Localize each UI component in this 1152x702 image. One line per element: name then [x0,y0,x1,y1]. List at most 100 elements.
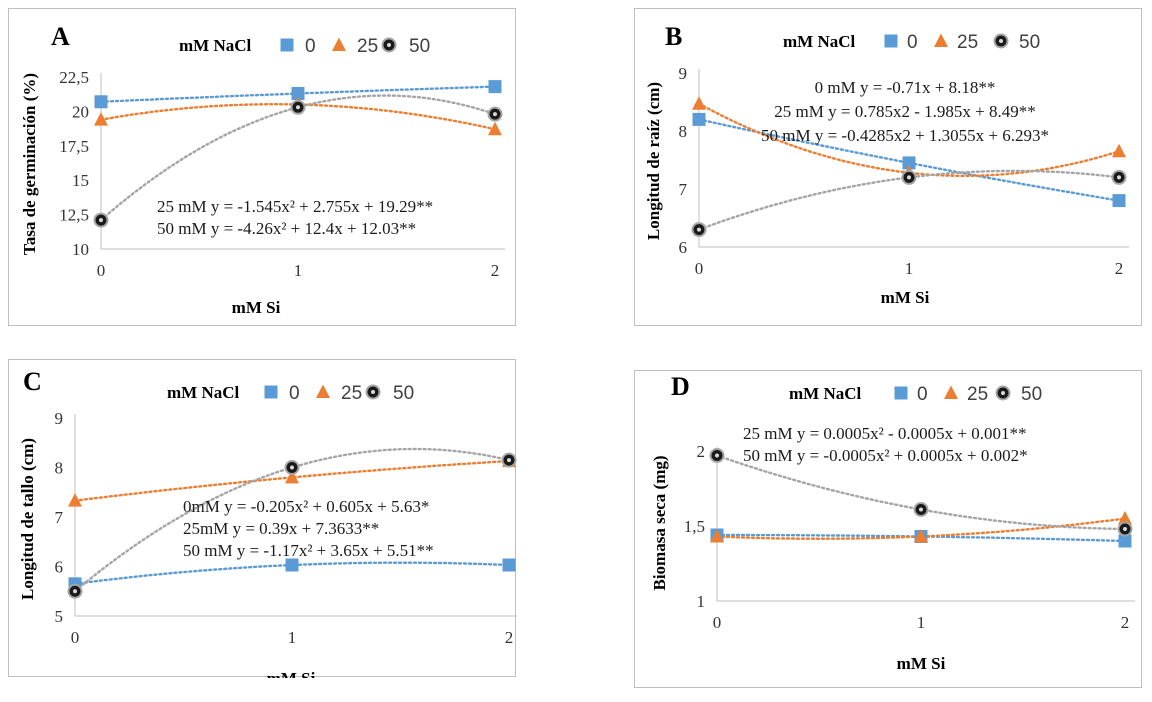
x-tick-label-d: 2 [1121,613,1130,632]
y-axis-label-d: Biomasa seca (mg) [650,455,669,590]
data-point-c-s1-1 [285,469,299,484]
data-point-d-s2-1-center [919,507,923,512]
data-point-a-s0-2 [488,80,502,94]
legend-marker-d-0 [894,386,908,400]
legend-marker-d-2-center [1001,391,1005,395]
x-tick-label-b: 1 [905,259,914,278]
x-tick-label-d: 0 [713,613,722,632]
legend-title-c: mM NaCl [167,383,240,402]
equation-a-1: 50 mM y = -4.26x² + 12.4x + 12.03** [157,219,416,238]
x-tick-label-c: 2 [505,628,514,647]
y-tick-label-b: 8 [679,122,688,141]
data-point-c-s2-1-center [290,465,294,470]
legend-marker-a-0 [280,38,294,52]
data-point-d-s2-0-center [715,453,719,458]
legend-marker-c-0 [264,385,278,399]
legend-marker-a-2-center [387,43,391,47]
legend-label-c-1: 25 [341,383,362,404]
equation-b-1: 25 mM y = 0.785x2 - 1.985x + 8.49** [774,102,1035,121]
x-tick-label-a: 1 [294,261,303,280]
legend-label-d-0: 0 [917,384,928,405]
y-axis-label-a: Tasa de germinación (%) [20,73,39,255]
data-point-d-s1-1 [914,529,928,543]
data-point-b-s2-0-center [697,227,701,232]
equation-c-2: 50 mM y = -1.17x² + 3.65x + 5.51** [183,541,434,560]
x-tick-label-a: 2 [491,261,500,280]
legend-label-d-1: 25 [967,384,988,405]
x-axis-label-b: mM Si [881,288,930,307]
data-point-d-s0-2 [1118,534,1132,548]
x-tick-label-b: 2 [1115,259,1124,278]
data-point-b-s2-2-center [1117,175,1121,180]
x-axis-label-c: mM Si [267,669,316,678]
panel-letter-b: B [665,22,682,51]
equation-b-2: 50 mM y = -0.4285x2 + 1.3055x + 6.293* [761,126,1049,145]
y-tick-label-a: 20 [72,102,89,121]
y-axis-label-c: Longitud de tallo (cm) [18,438,37,600]
data-point-b-s0-0 [692,112,706,126]
legend-title-b: mM NaCl [783,32,856,51]
data-point-d-s1-0 [710,529,724,543]
trendline-d-2 [715,454,1127,531]
y-tick-label-d: 2 [697,442,706,461]
panel-letter-d: D [671,372,690,401]
data-point-b-s1-2 [1112,143,1126,158]
y-tick-label-a: 15 [72,171,89,190]
y-tick-label-a: 17,5 [59,137,89,156]
y-tick-label-c: 6 [55,558,64,577]
y-tick-label-d: 1,5 [684,517,705,536]
legend-label-d-2: 50 [1021,384,1042,405]
legend-marker-d-1 [944,385,958,399]
legend-label-c-2: 50 [393,383,414,404]
equation-b-0: 0 mM y = -0.71x + 8.18** [815,78,996,97]
x-tick-label-b: 0 [695,259,704,278]
equation-d-1: 50 mM y = -0.0005x² + 0.0005x + 0.002* [743,446,1028,465]
legend-marker-b-1 [934,33,948,47]
data-point-a-s2-1-center [296,105,300,110]
x-tick-label-a: 0 [97,261,106,280]
data-point-d-s1-2 [1118,511,1132,525]
y-tick-label-b: 9 [679,64,688,83]
data-point-d-s2-2-center [1123,527,1127,531]
legend-label-b-1: 25 [957,32,978,53]
equation-a-0: 25 mM y = -1.545x² + 2.755x + 19.29** [157,197,433,216]
data-point-a-s0-1 [291,87,305,101]
y-tick-label-c: 7 [55,508,64,527]
legend-marker-b-2-center [999,39,1003,43]
data-point-c-s2-2-center [507,458,511,463]
y-tick-label-c: 8 [55,459,64,478]
x-tick-label-c: 0 [71,628,80,647]
y-tick-label-b: 7 [679,180,688,199]
data-point-b-s2-1-center [907,175,911,180]
data-point-b-s1-0 [692,96,706,110]
equation-d-0: 25 mM y = 0.0005x² - 0.0005x + 0.001** [743,424,1027,443]
equation-c-0: 0mM y = -0.205x² + 0.605x + 5.63* [183,497,429,516]
legend-title-a: mM NaCl [179,36,252,55]
chart-panel-c: CmM NaCl 0 25 50 5 6 7 8 9 0 1 2 mM Si Longitud de ta… [8,359,517,678]
data-point-a-s1-0 [94,112,108,126]
legend-marker-b-0 [884,34,898,48]
y-axis-label-b: Longitud de raíz (cm) [644,82,663,240]
panel-letter-a: A [51,22,70,51]
legend-label-a-0: 0 [305,36,316,57]
legend-label-a-2: 50 [409,36,430,57]
trendline-c-1 [73,459,511,502]
data-point-c-s0-2 [502,558,516,572]
legend-label-a-1: 25 [357,36,378,57]
data-point-a-s2-2-center [493,112,497,117]
legend-marker-c-1 [316,384,330,398]
chart-c-svg: CmM NaCl 0 25 50 5 6 7 8 9 0 1 2 mM Si Longitud de ta… [18,367,517,678]
data-point-c-s2-0-center [73,589,77,594]
data-point-c-s1-0 [68,493,82,507]
legend-title-d: mM NaCl [789,384,862,403]
legend-marker-a-1 [332,37,346,51]
data-point-a-s0-0 [94,95,108,109]
legend-label-c-0: 0 [289,383,300,404]
x-axis-label-d: mM Si [897,654,946,673]
y-tick-label-a: 10 [72,240,89,259]
